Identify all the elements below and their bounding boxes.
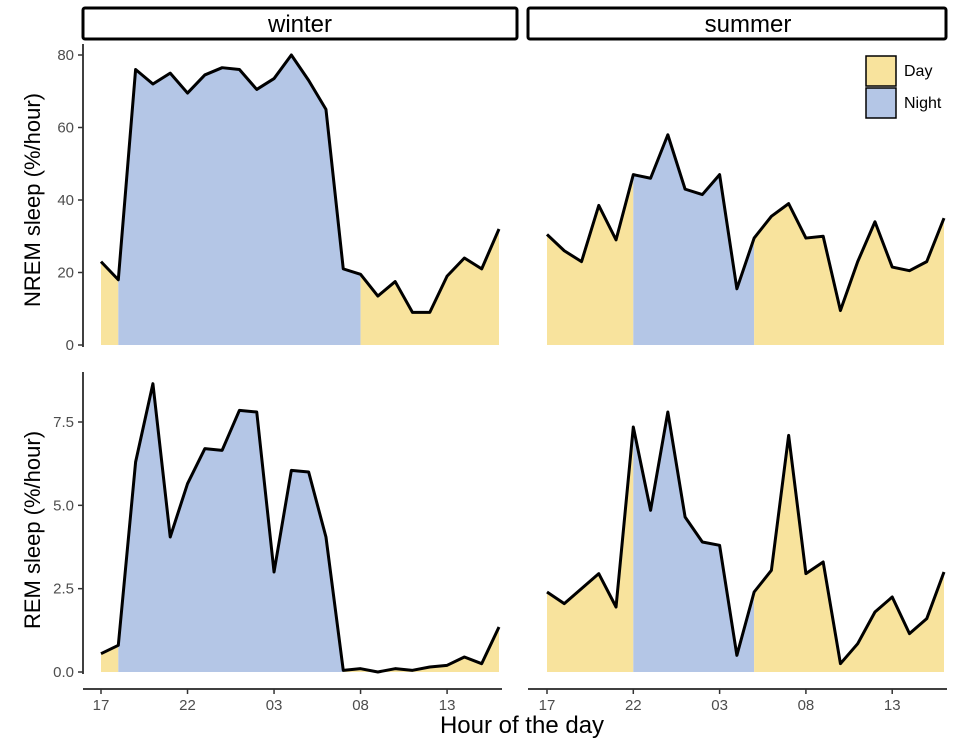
- strip-winter-label: winter: [267, 11, 332, 38]
- x-tick-label: 17: [93, 697, 110, 714]
- y-tick-label: 5.0: [53, 497, 74, 514]
- strip-summer-label: summer: [705, 11, 792, 38]
- panel-winter-nrem: 0 20 40 60 80: [57, 44, 501, 354]
- x-tick-label: 03: [266, 697, 283, 714]
- x-tick-label: 17: [539, 697, 556, 714]
- legend: Day Night: [865, 55, 942, 119]
- legend-label-night: Night: [904, 95, 942, 112]
- x-tick-label: 13: [884, 697, 901, 714]
- strip-summer-box: [526, 6, 948, 41]
- x-tick-label: 22: [625, 697, 642, 714]
- panel-winter-rem: 0.0 2.5 5.0 7.5 17 22 03 08 13: [53, 372, 502, 714]
- area-day-segment-0: [547, 427, 634, 672]
- x-axis-title: Hour of the day: [440, 712, 604, 739]
- panel-summer-rem: 17 22 03 08 13: [528, 410, 947, 714]
- area-night-segment-1: [633, 134, 755, 345]
- series-line: [100, 382, 501, 674]
- x-tick-label: 08: [352, 697, 369, 714]
- series-line: [546, 410, 946, 666]
- series-line: [99, 53, 501, 314]
- y-tick-label: 2.5: [53, 581, 74, 598]
- series-line: [545, 133, 946, 313]
- y-axis-title-rem: REM sleep (%/hour): [20, 431, 45, 629]
- area-day-segment-2: [754, 203, 944, 345]
- y-axis-title-nrem: NREM sleep (%/hour): [20, 93, 45, 307]
- area-day-segment-0: [101, 261, 119, 345]
- x-tick-label: 08: [798, 697, 815, 714]
- area-day-segment-0: [547, 174, 634, 345]
- y-tick-label: 7.5: [53, 414, 74, 431]
- panel-summer-nrem: [545, 133, 946, 345]
- y-tick-label: 0: [66, 337, 74, 354]
- x-tick-label: 13: [439, 697, 456, 714]
- area-night-segment-1: [118, 383, 344, 672]
- y-tick-label: 20: [57, 265, 74, 282]
- area-day-segment-2: [343, 627, 499, 672]
- legend-label-day: Day: [904, 63, 932, 80]
- y-tick-label: 60: [57, 120, 74, 137]
- y-tick-label: 80: [57, 47, 74, 64]
- area-day-segment-2: [360, 229, 499, 345]
- x-tick-label: 03: [711, 697, 728, 714]
- y-tick-label: 40: [57, 192, 74, 209]
- area-day-segment-2: [754, 435, 944, 672]
- area-night-segment-1: [633, 412, 755, 672]
- x-tick-label: 22: [179, 697, 196, 714]
- legend-swatch-day: [865, 55, 897, 87]
- strip-winter-box: [81, 6, 519, 41]
- y-tick-label: 0.0: [53, 664, 74, 681]
- legend-swatch-night: [865, 87, 897, 119]
- area-night-segment-1: [118, 55, 361, 345]
